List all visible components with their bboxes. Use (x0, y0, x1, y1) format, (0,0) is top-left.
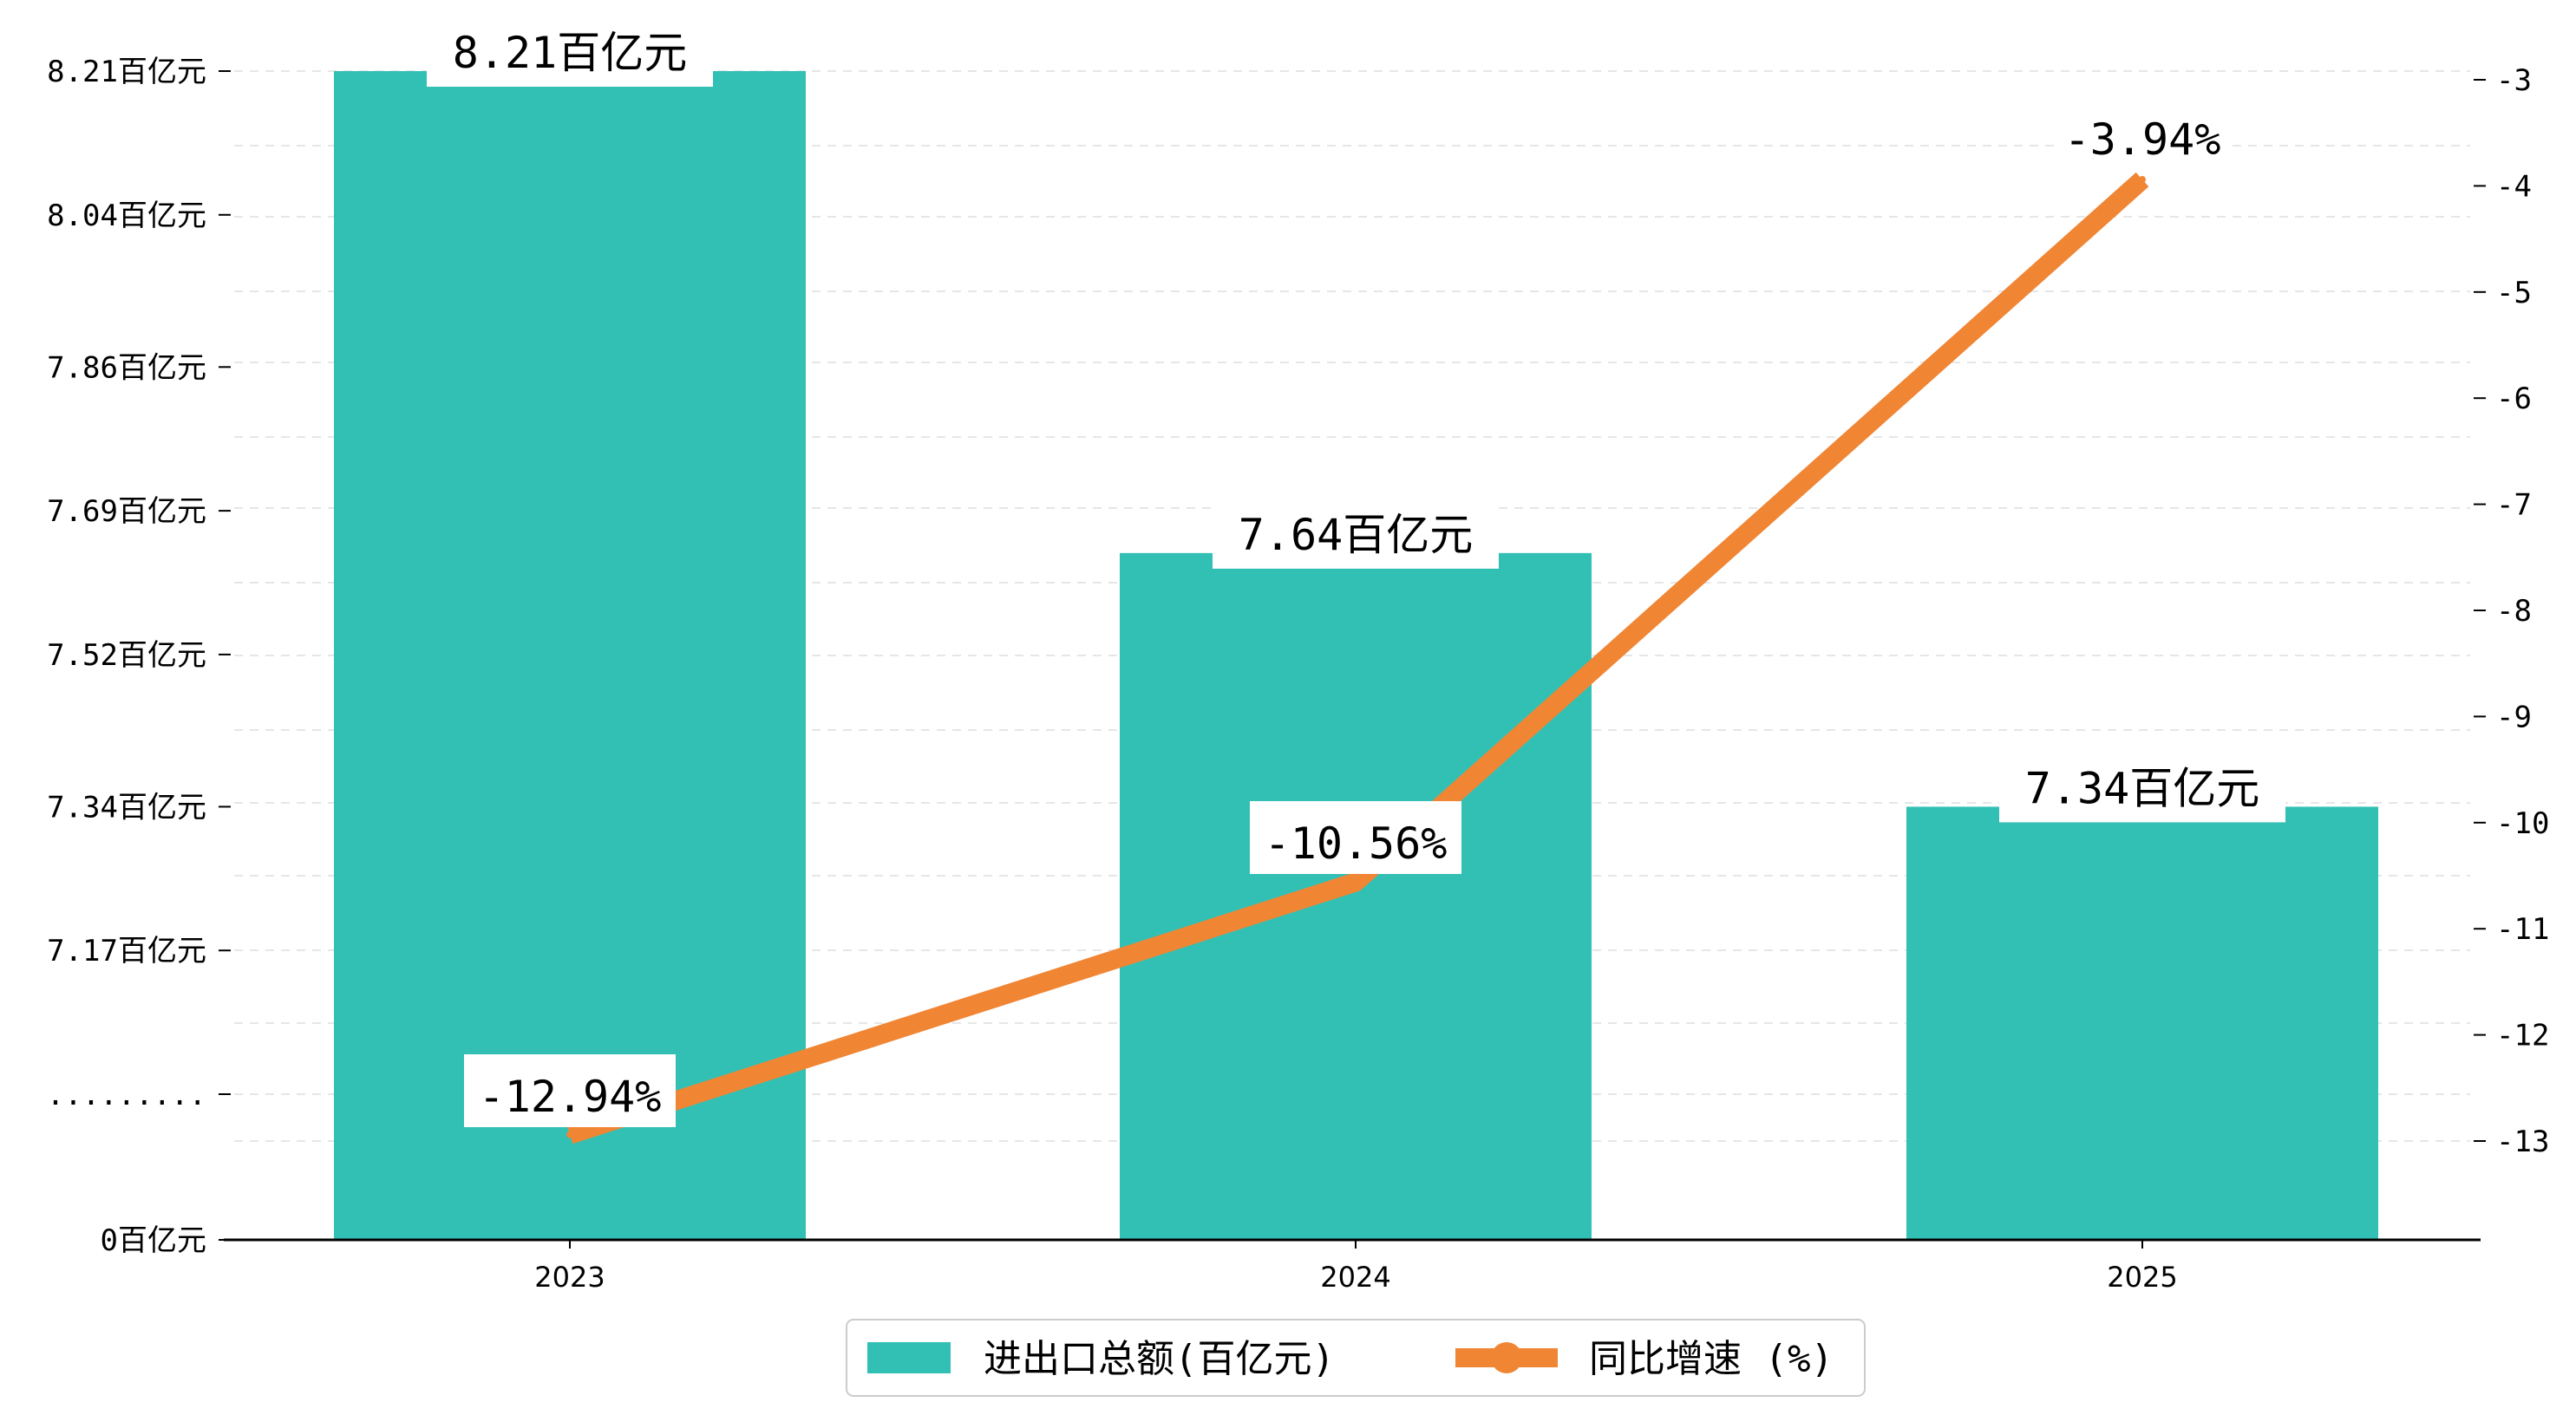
bar-value-label: 7.34百亿元 (2025, 763, 2259, 813)
legend: 进出口总额(百亿元) 同比增速 (%) (846, 1319, 1866, 1397)
growth-label-bg (464, 1054, 676, 1127)
left-tick-label: 7.52百亿元 (47, 638, 206, 673)
bar-labels-group: 8.21百亿元 7.64百亿元 7.34百亿元 (427, 23, 2285, 823)
right-tick-label: -5 (2496, 276, 2532, 310)
right-tick-label: -3 (2496, 63, 2532, 98)
right-tick-label: -13 (2496, 1125, 2549, 1159)
growth-point-2024 (1352, 878, 1359, 886)
right-tick-label: -10 (2496, 806, 2549, 841)
left-tick-label: 7.17百亿元 (47, 934, 206, 968)
left-tick-label: 0百亿元 (101, 1223, 206, 1258)
growth-value-label: -3.94% (2064, 114, 2221, 165)
bar-2023 (334, 71, 806, 1240)
x-tick-label: 2025 (2107, 1261, 2177, 1294)
legend-line-marker (1491, 1342, 1522, 1373)
right-tick-label: -6 (2496, 381, 2532, 416)
bars-group (334, 71, 2378, 1240)
left-tick-label: ......... (47, 1078, 206, 1112)
line-labels-group: -12.94% -10.56% -3.94% (464, 109, 2229, 1127)
growth-value-label: -12.94% (479, 1072, 662, 1122)
x-tick-label: 2024 (1320, 1261, 1390, 1294)
right-tick-label: -4 (2496, 169, 2532, 204)
left-tick-label: 8.21百亿元 (47, 55, 206, 89)
bar-label-bg (1999, 758, 2285, 823)
right-tick-label: -11 (2496, 912, 2549, 947)
growth-line-group (566, 172, 2149, 1144)
bar-value-label: 7.64百亿元 (1239, 510, 1473, 560)
bar-2024 (1120, 552, 1592, 1240)
left-tick-label: 8.04百亿元 (47, 199, 206, 233)
growth-label-bg (2056, 109, 2229, 170)
left-tick-label: 7.86百亿元 (47, 350, 206, 385)
legend-box (846, 1319, 1866, 1397)
right-tick-label: -9 (2496, 700, 2532, 734)
x-tick-label: 2023 (534, 1261, 605, 1294)
growth-label-bg (1250, 801, 1461, 874)
bar-label-bg (1213, 504, 1499, 569)
left-tick-label: 7.34百亿元 (47, 790, 206, 825)
right-tick-label: -8 (2496, 594, 2532, 629)
legend-bar-swatch (867, 1342, 951, 1373)
bar-value-label: 8.21百亿元 (453, 28, 687, 78)
growth-value-label: -10.56% (1265, 818, 1448, 869)
right-tick-label: -12 (2496, 1019, 2549, 1053)
bar-2025 (1906, 806, 2378, 1240)
legend-line-label: 同比增速 (%) (1589, 1337, 1834, 1381)
right-tick-label: -7 (2496, 488, 2532, 523)
bar-label-bg (427, 23, 713, 87)
left-tick-label: 7.69百亿元 (47, 494, 206, 529)
growth-point-2023 (566, 1131, 573, 1138)
legend-bar-label: 进出口总额(百亿元) (984, 1337, 1335, 1381)
growth-point-2025 (2139, 176, 2146, 184)
axes-group: 2023 2024 2025 0百亿元......... 7.17百亿元 7.34百亿元 7… (47, 55, 2550, 1294)
